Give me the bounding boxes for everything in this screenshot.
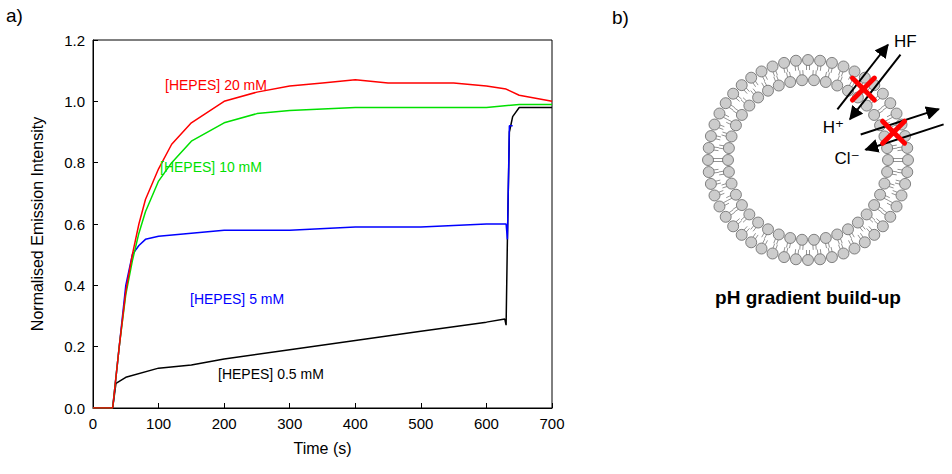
- svg-text:600: 600: [474, 415, 499, 432]
- svg-text:0.0: 0.0: [64, 400, 85, 417]
- svg-text:100: 100: [146, 415, 171, 432]
- svg-text:400: 400: [343, 415, 368, 432]
- svg-text:b): b): [612, 7, 629, 28]
- svg-text:H⁺: H⁺: [823, 118, 844, 137]
- svg-text:0.2: 0.2: [64, 338, 85, 355]
- svg-text:0: 0: [89, 415, 97, 432]
- svg-text:pH gradient build-up: pH gradient build-up: [715, 287, 901, 308]
- svg-text:0.4: 0.4: [64, 277, 85, 294]
- svg-text:1.2: 1.2: [64, 32, 85, 49]
- svg-text:0.6: 0.6: [64, 216, 85, 233]
- svg-text:HF: HF: [894, 32, 917, 51]
- svg-text:500: 500: [408, 415, 433, 432]
- svg-text:300: 300: [277, 415, 302, 432]
- svg-text:200: 200: [212, 415, 237, 432]
- svg-text:Cl⁻: Cl⁻: [835, 149, 860, 168]
- svg-text:[HEPES] 5 mM: [HEPES] 5 mM: [190, 291, 284, 307]
- svg-text:a): a): [6, 5, 23, 26]
- svg-text:0.8: 0.8: [64, 154, 85, 171]
- svg-text:700: 700: [539, 415, 564, 432]
- svg-text:[HEPES] 10 mM: [HEPES] 10 mM: [160, 159, 262, 175]
- svg-text:Normalised Emission Intensity: Normalised Emission Intensity: [29, 117, 46, 331]
- svg-text:1.0: 1.0: [64, 93, 85, 110]
- svg-text:[HEPES] 0.5 mM: [HEPES] 0.5 mM: [218, 366, 324, 382]
- svg-text:Time (s): Time (s): [293, 440, 351, 457]
- svg-text:[HEPES] 20 mM: [HEPES] 20 mM: [165, 77, 267, 93]
